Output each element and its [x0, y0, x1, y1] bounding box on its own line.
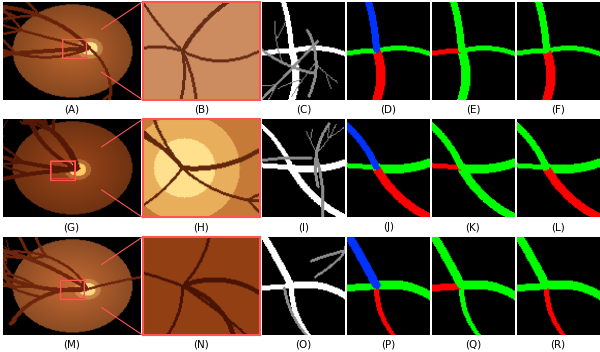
Bar — [50, 161, 75, 180]
Text: (F): (F) — [551, 105, 565, 114]
Text: (L): (L) — [551, 222, 565, 232]
Text: (E): (E) — [466, 105, 480, 114]
Text: (R): (R) — [550, 340, 565, 350]
Text: (A): (A) — [64, 105, 79, 114]
Text: (Q): (Q) — [465, 340, 481, 350]
Text: (N): (N) — [193, 340, 209, 350]
Text: (I): (I) — [298, 222, 309, 232]
Text: (D): (D) — [380, 105, 396, 114]
Text: (O): (O) — [295, 340, 312, 350]
Text: (B): (B) — [194, 105, 209, 114]
Text: (P): (P) — [381, 340, 395, 350]
Text: (M): (M) — [63, 340, 80, 350]
Bar — [60, 280, 84, 299]
Text: (H): (H) — [193, 222, 209, 232]
Text: (C): (C) — [296, 105, 311, 114]
Bar — [62, 39, 86, 58]
Text: (J): (J) — [383, 222, 394, 232]
Text: (G): (G) — [64, 222, 80, 232]
Text: (K): (K) — [466, 222, 481, 232]
